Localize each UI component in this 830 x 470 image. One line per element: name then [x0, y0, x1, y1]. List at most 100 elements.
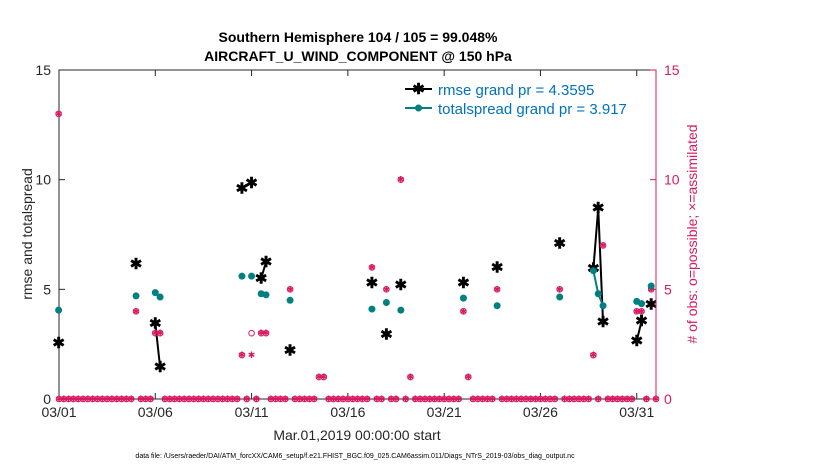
totalspread-point: [647, 282, 655, 290]
obs-assimilated-marker: ✱: [503, 394, 511, 404]
obs-assimilated-marker: ✱: [257, 328, 265, 338]
obs-assimilated-marker: ✱: [325, 394, 333, 404]
rmse-point: ✱: [255, 270, 268, 287]
totalspread-point: [382, 298, 390, 306]
obs-possible-marker: [306, 395, 313, 403]
obs-possible-marker: [368, 264, 376, 271]
obs-assimilated-marker: ✱: [224, 394, 232, 404]
obs-assimilated-marker: ✱: [541, 394, 549, 404]
obs-assimilated-marker: ✱: [489, 394, 497, 404]
rmse-point: ✱: [630, 333, 643, 350]
rmse-line: [592, 208, 605, 323]
obs-assimilated-marker: ✱: [262, 328, 270, 338]
obs-possible-marker: [570, 395, 578, 403]
obs-assimilated-marker: ✱: [334, 394, 342, 404]
obs-assimilated-marker: ✱: [402, 394, 410, 404]
obs-assimilated-marker: ✱: [585, 394, 593, 404]
obs-assimilated-marker: ✱: [60, 394, 68, 404]
obs-possible-marker: [643, 395, 650, 403]
obs-possible-marker: [359, 395, 366, 403]
axes-box: [58, 69, 657, 400]
obs-possible-marker: [392, 395, 400, 403]
obs-assimilated-marker: ✱: [522, 394, 530, 404]
obs-possible-marker: [474, 395, 482, 403]
obs-possible-marker: [609, 395, 616, 403]
y2-tick-label: 10: [664, 172, 680, 188]
obs-possible-marker: [89, 395, 97, 403]
obs-assimilated-marker: ✱: [306, 394, 314, 404]
obs-possible-marker: [55, 110, 62, 118]
x-tick-label: 03/11: [235, 404, 269, 420]
obs-possible-marker: [426, 395, 434, 403]
obs-assimilated-marker: ✱: [94, 394, 102, 404]
obs-possible-marker: [522, 395, 530, 403]
obs-assimilated-marker: ✱: [84, 394, 92, 404]
totalspread-point: [556, 293, 564, 301]
obs-assimilated-marker: ✱: [185, 394, 193, 404]
obs-assimilated-marker: ✱: [291, 394, 299, 404]
axis-ticks: 03/01 03/06 03/11 03/16 03/21 03/26 03/31 0 5 10 1…: [35, 62, 679, 420]
obs-possible-marker: [200, 395, 207, 403]
obs-possible-marker: [185, 395, 193, 403]
legend-rmse-marker: ✱: [412, 81, 425, 98]
obs-possible-marker: [257, 329, 265, 337]
obs-possible-marker: [103, 395, 111, 403]
x-axis-label: Mar.01,2019 00:00:00 start: [273, 427, 440, 443]
obs-possible-marker: [450, 395, 458, 403]
obs-assimilated-marker: ✱: [604, 394, 612, 404]
obs-possible-marker: [363, 395, 371, 403]
obs-possible-marker: [599, 242, 607, 249]
obs-possible-marker: [161, 395, 169, 403]
rmse-line: [260, 261, 267, 279]
obs-possible-marker: [541, 395, 549, 403]
obs-possible-marker: [272, 395, 279, 403]
obs-possible-marker: [354, 395, 361, 403]
obs-assimilated-marker: ✱: [65, 394, 73, 404]
obs-assimilated-marker: ✱: [103, 394, 111, 404]
obs-possible-marker: [224, 395, 231, 403]
obs-assimilated-marker: ✱: [527, 394, 535, 404]
obs-assimilated-marker: ✱: [445, 394, 453, 404]
obs-assimilated-marker: ✱: [426, 394, 434, 404]
obs-assimilated-marker: ✱: [238, 350, 246, 360]
rmse-point: ✱: [592, 200, 605, 217]
obs-possible-marker: [267, 395, 275, 403]
totalspread-point: [151, 289, 159, 297]
obs-possible-marker: [118, 395, 125, 403]
obs-assimilated-marker: ✱: [363, 394, 371, 404]
rmse-point: ✱: [491, 259, 504, 276]
obs-assimilated-marker: ✱: [532, 394, 540, 404]
x-tick-label: 03/16: [330, 404, 365, 420]
x-tick-label: 03/21: [427, 404, 462, 420]
obs-assimilated-marker: ✱: [74, 394, 82, 404]
obs-possible-marker: [219, 395, 226, 403]
rmse-point: ✱: [149, 315, 162, 332]
obs-assimilated-marker: ✱: [171, 394, 179, 404]
obs-assimilated-marker: ✱: [320, 372, 328, 382]
obs-assimilated-marker: ✱: [248, 350, 256, 360]
y-tick-label: 10: [35, 172, 51, 188]
obs-possible-marker: [113, 395, 121, 403]
obs-possible-marker: [166, 395, 174, 403]
obs-assimilated-marker: ✱: [378, 394, 386, 404]
totalspread-point: [594, 290, 602, 298]
legend-rmse-label: rmse grand pr = 4.3595: [438, 82, 594, 99]
obs-assimilated-marker: ✱: [643, 394, 651, 404]
rmse-point: ✱: [236, 180, 249, 197]
obs-possible-marker: [440, 395, 448, 403]
obs-possible-marker: [493, 286, 501, 293]
legend-spread-label: totalspread grand pr = 3.917: [438, 101, 627, 118]
rmse-point: ✱: [52, 335, 65, 352]
obs-possible-marker: [618, 395, 626, 403]
obs-possible-marker: [633, 307, 641, 315]
obs-assimilated-marker: ✱: [566, 394, 574, 404]
obs-possible-marker: [70, 395, 77, 403]
obs-possible-marker: [561, 395, 568, 403]
totalspread-point: [368, 305, 376, 313]
obs-possible-marker: [243, 395, 251, 403]
obs-assimilated-marker: ✱: [469, 394, 477, 404]
legend-spread-marker: [415, 104, 422, 112]
obs-possible-marker: [436, 395, 443, 403]
obs-possible-marker: [537, 395, 544, 403]
obs-possible-marker: [195, 395, 202, 403]
